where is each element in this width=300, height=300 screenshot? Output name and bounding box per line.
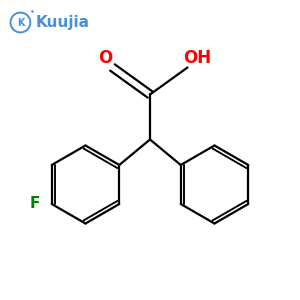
Text: F: F <box>30 196 40 211</box>
Text: K: K <box>17 17 24 28</box>
Text: O: O <box>98 49 112 67</box>
Text: Kuujia: Kuujia <box>36 15 90 30</box>
Text: OH: OH <box>183 49 211 67</box>
